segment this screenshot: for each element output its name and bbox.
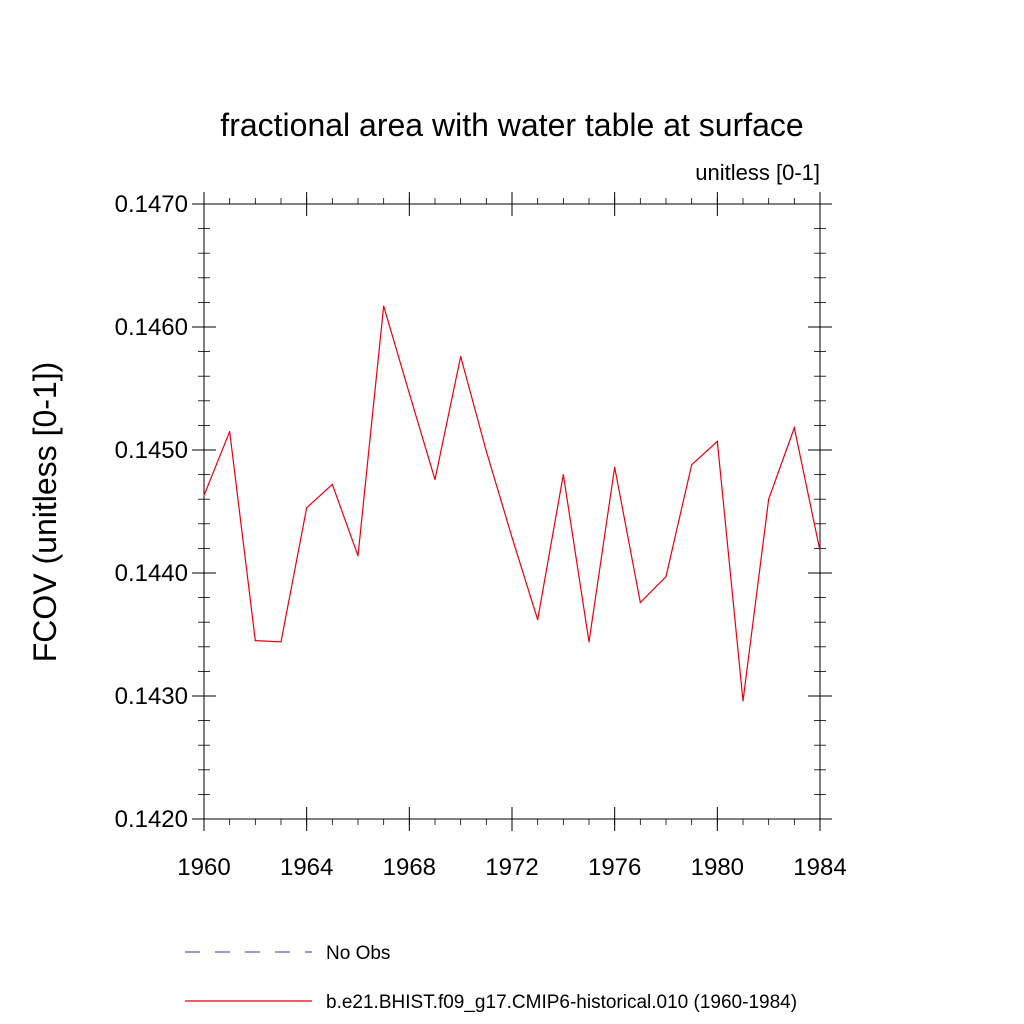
data-point bbox=[203, 494, 205, 497]
data-point bbox=[357, 555, 359, 557]
data-point bbox=[742, 700, 744, 702]
y-axis-label: FCOV (unitless [0-1]) bbox=[27, 362, 63, 663]
axes: 0.1420 0.1430 0.1440 0.1450 0.1460 0.1470 1960… bbox=[115, 191, 847, 881]
y-tick-label: 0.1450 bbox=[115, 437, 188, 464]
y-tick-label: 0.1430 bbox=[115, 683, 188, 710]
chart-subtitle: unitless [0-1] bbox=[695, 160, 820, 185]
data-point bbox=[511, 536, 513, 538]
y-tick-label: 0.1470 bbox=[115, 191, 188, 218]
x-tick-label: 1968 bbox=[383, 854, 436, 881]
x-tick-label: 1964 bbox=[280, 854, 333, 881]
data-point bbox=[280, 641, 282, 643]
plot-frame bbox=[203, 203, 821, 820]
data-point bbox=[691, 464, 693, 466]
data-point bbox=[819, 550, 821, 552]
x-tick-label: 1972 bbox=[485, 854, 538, 881]
data-point bbox=[768, 498, 770, 500]
data-point bbox=[716, 440, 718, 442]
x-tick-label: 1980 bbox=[691, 854, 744, 881]
data-point bbox=[665, 576, 667, 578]
x-tick-label: 1960 bbox=[177, 854, 230, 881]
series-line bbox=[203, 305, 821, 701]
data-point bbox=[588, 641, 590, 643]
data-point bbox=[562, 474, 564, 476]
data-point bbox=[408, 392, 410, 395]
x-tick-label: 1976 bbox=[588, 854, 641, 881]
y-tick-label: 0.1460 bbox=[115, 314, 188, 341]
legend-label: b.e21.BHIST.f09_g17.CMIP6-historical.010… bbox=[326, 992, 797, 1013]
data-point bbox=[639, 601, 641, 604]
x-tick-label: 1984 bbox=[793, 854, 846, 881]
data-point bbox=[254, 640, 256, 642]
data-point bbox=[793, 427, 795, 429]
data-point bbox=[614, 466, 616, 468]
y-tick-label: 0.1420 bbox=[115, 806, 188, 833]
data-point bbox=[485, 450, 487, 452]
data-point bbox=[306, 507, 308, 509]
data-point bbox=[434, 478, 436, 481]
y-tick-label: 0.1440 bbox=[115, 560, 188, 587]
data-point bbox=[331, 483, 333, 486]
legend-label: No Obs bbox=[326, 943, 390, 964]
plot-area bbox=[203, 305, 821, 702]
chart-title: fractional area with water table at surf… bbox=[220, 107, 803, 143]
data-point bbox=[229, 430, 231, 433]
data-point bbox=[383, 305, 385, 307]
data-point bbox=[537, 619, 539, 621]
data-point bbox=[460, 355, 462, 358]
legend: No Obs b.e21.BHIST.f09_g17.CMIP6-historic… bbox=[185, 943, 797, 1013]
